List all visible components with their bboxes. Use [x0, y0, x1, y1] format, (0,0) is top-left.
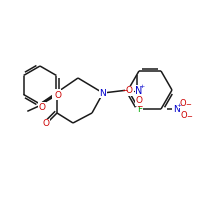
- Text: +: +: [139, 84, 145, 89]
- Text: +: +: [176, 103, 182, 108]
- Text: N: N: [100, 88, 106, 98]
- Text: F: F: [137, 105, 143, 114]
- Text: O: O: [136, 96, 142, 105]
- Text: O: O: [42, 119, 50, 129]
- Text: O: O: [181, 111, 187, 120]
- Text: −: −: [186, 114, 192, 120]
- Text: O: O: [38, 102, 46, 112]
- Text: O: O: [54, 90, 62, 99]
- Text: N: N: [173, 105, 179, 114]
- Text: −: −: [136, 102, 142, 111]
- Text: O: O: [126, 86, 132, 95]
- Text: −: −: [185, 102, 191, 108]
- Text: N: N: [53, 90, 60, 99]
- Text: −: −: [121, 86, 127, 95]
- Text: O: O: [180, 99, 186, 108]
- Text: N: N: [135, 86, 143, 96]
